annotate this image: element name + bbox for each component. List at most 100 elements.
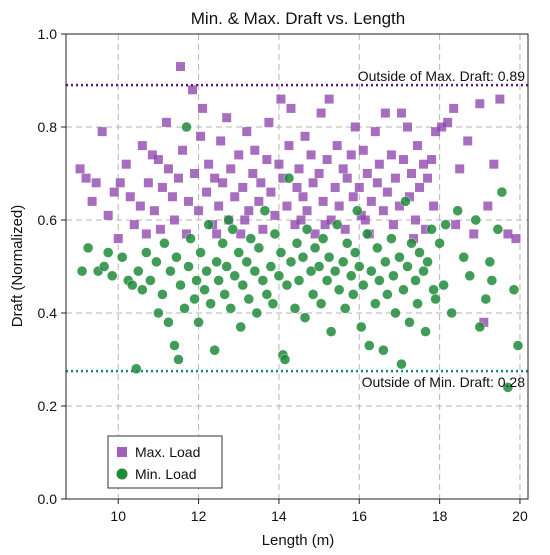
max-load-point xyxy=(230,192,240,202)
min-load-point xyxy=(106,270,118,281)
max-load-point xyxy=(388,220,398,230)
y-tick-label: 1.0 xyxy=(38,26,58,42)
min-load-point xyxy=(163,317,174,328)
x-tick-label: 12 xyxy=(191,508,207,524)
min-load-point xyxy=(307,289,319,300)
max-load-point xyxy=(81,173,91,183)
x-tick-label: 18 xyxy=(432,508,448,524)
max-load-point xyxy=(129,220,139,230)
max-load-point xyxy=(143,178,153,188)
min-load-point xyxy=(261,289,273,300)
max-load-point xyxy=(274,159,284,169)
chart-title: Min. & Max. Draft vs. Length xyxy=(191,9,405,28)
max-load-point xyxy=(316,108,326,118)
min-load-point xyxy=(352,205,363,216)
min-load-point xyxy=(470,214,481,226)
min-load-point xyxy=(82,242,94,254)
min-load-point xyxy=(179,303,190,314)
max-load-point xyxy=(188,85,198,95)
y-tick-label: 0.0 xyxy=(38,491,58,507)
max-load-point xyxy=(372,178,382,188)
max-load-point xyxy=(451,220,461,230)
max-load-point xyxy=(411,215,421,225)
min-load-point xyxy=(209,345,220,356)
max-load-point xyxy=(258,224,268,234)
max-load-point xyxy=(125,192,135,202)
min-load-point xyxy=(348,289,359,300)
max-load-point xyxy=(266,187,276,197)
max-load-point xyxy=(290,220,300,230)
min-load-point xyxy=(171,252,182,263)
max-load-point xyxy=(306,150,316,160)
max-load-point xyxy=(449,103,459,113)
max-load-point xyxy=(455,164,465,174)
min-load-point xyxy=(137,284,148,295)
max-load-point xyxy=(324,94,334,104)
min-load-point xyxy=(98,261,110,272)
min-load-point xyxy=(237,279,248,291)
max-load-point xyxy=(292,182,302,192)
max-load-point xyxy=(360,215,370,225)
min-load-point xyxy=(362,228,373,240)
max-load-point xyxy=(334,201,344,211)
min-load-point xyxy=(410,275,421,286)
max-load-point xyxy=(342,173,352,183)
max-load-point xyxy=(157,182,167,192)
max-load-point xyxy=(294,164,304,174)
min-load-point xyxy=(323,252,335,263)
min-load-point xyxy=(402,261,413,272)
min-load-point xyxy=(203,219,214,230)
min-load-point xyxy=(372,242,383,254)
max-load-point xyxy=(155,224,165,234)
max-load-point xyxy=(218,178,228,188)
min-load-point xyxy=(241,256,252,268)
min-load-point xyxy=(259,205,271,216)
min-load-point xyxy=(400,196,411,207)
max-load-point xyxy=(398,155,408,165)
min-load-point xyxy=(227,224,238,235)
max-load-point xyxy=(184,196,194,206)
max-load-point xyxy=(370,127,380,137)
max-load-point xyxy=(286,103,296,113)
min-load-point xyxy=(452,205,463,216)
min-load-point xyxy=(342,238,353,249)
min-load-point xyxy=(265,261,277,272)
x-tick-label: 14 xyxy=(271,508,287,524)
max-load-point xyxy=(109,187,119,197)
y-axis-label: Draft (Normalized) xyxy=(9,205,26,328)
min-load-point xyxy=(364,340,375,351)
min-load-point xyxy=(370,298,381,309)
max-load-point xyxy=(358,145,368,155)
max-load-point xyxy=(390,173,400,183)
min-load-point xyxy=(219,289,230,300)
max-load-point xyxy=(348,192,358,202)
min-load-point xyxy=(299,312,311,323)
min-load-point xyxy=(428,284,439,295)
min-load-point xyxy=(329,265,341,277)
max-load-point xyxy=(238,182,248,192)
min-load-point xyxy=(382,289,393,300)
min-load-point xyxy=(378,345,389,356)
min-load-point xyxy=(165,265,176,277)
max-load-point xyxy=(340,224,350,234)
max-load-point xyxy=(270,210,280,220)
max-load-point xyxy=(308,178,318,188)
max-load-point xyxy=(503,229,513,239)
max-load-point xyxy=(161,117,171,127)
min-load-point xyxy=(404,317,415,328)
max-load-point xyxy=(194,206,204,216)
min-load-point xyxy=(229,270,240,281)
y-tick-label: 0.4 xyxy=(38,305,58,321)
max-load-point xyxy=(386,150,396,160)
max-load-point xyxy=(212,229,222,239)
min-load-point xyxy=(502,382,514,393)
min-load-point xyxy=(76,265,88,277)
max-load-point xyxy=(244,206,254,216)
min-load-point xyxy=(267,298,279,309)
min-load-point xyxy=(133,265,144,277)
max-load-point xyxy=(318,196,328,206)
max-load-point xyxy=(350,122,360,132)
max-load-point xyxy=(222,113,232,123)
max-load-point xyxy=(173,173,183,183)
